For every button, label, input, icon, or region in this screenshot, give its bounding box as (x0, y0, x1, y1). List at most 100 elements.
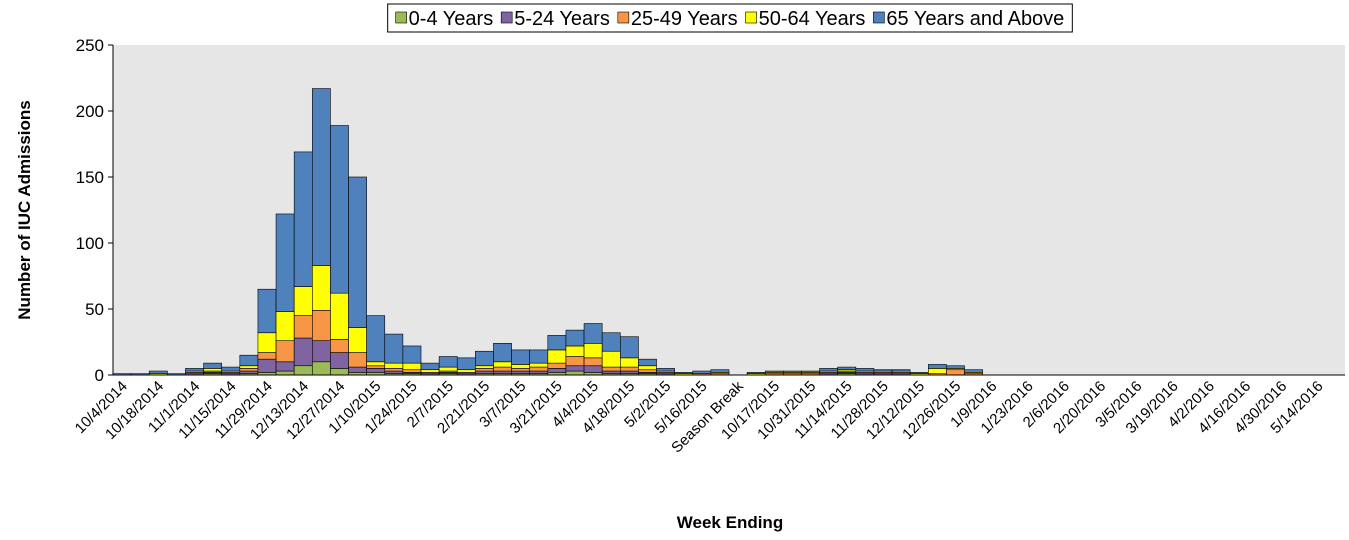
bar-segment (384, 333, 404, 364)
bar-segment (583, 343, 603, 359)
bar-segment (511, 364, 531, 369)
legend-label: 5-24 Years (514, 8, 610, 30)
legend-swatch (395, 11, 407, 24)
bar-segment (438, 366, 458, 372)
bar-segment (239, 354, 259, 367)
bar-segment (384, 370, 404, 374)
bar-segment (583, 357, 603, 367)
bar-segment (311, 265, 331, 311)
bar-segment (964, 369, 983, 373)
bar-segment (239, 368, 259, 372)
bar-segment (311, 88, 331, 266)
bar-segment (927, 368, 947, 374)
bar-segment (420, 369, 440, 373)
y-axis-title: Number of IUC Admissions (15, 100, 34, 319)
bar-segment (293, 151, 313, 287)
bar-segment (692, 370, 712, 374)
bar-segment (456, 357, 476, 371)
y-tick-label: 200 (76, 102, 104, 121)
bar-segment (456, 369, 476, 373)
bar-segment (384, 368, 404, 372)
bar-segment (565, 365, 585, 372)
bar-segment (293, 365, 313, 376)
bar-segment (710, 369, 730, 373)
bar-segment (275, 213, 295, 312)
bar-segment (565, 329, 585, 347)
legend-swatch (745, 11, 757, 24)
bar-segment (348, 176, 367, 328)
x-axis-title: Week Ending (677, 513, 783, 532)
bar-segment (547, 362, 567, 369)
bar-segment (257, 288, 277, 334)
bar-segment (493, 343, 512, 363)
bar-segment (873, 369, 893, 372)
bar-segment (203, 362, 223, 369)
bar-segment (946, 365, 965, 369)
bar-segment (837, 366, 857, 371)
bar-segment (330, 339, 349, 353)
bar-segment (475, 365, 494, 369)
bar-segment (257, 332, 277, 353)
bar-segment (583, 365, 603, 373)
bar-segment (402, 362, 422, 371)
bar-segment (638, 358, 657, 367)
bar-segment (311, 340, 331, 363)
bar-segment (511, 368, 531, 372)
bar-segment (330, 368, 349, 376)
bar-segment (148, 370, 168, 374)
bar-segment (855, 368, 875, 372)
bar-segment (601, 332, 621, 352)
bar-segment (529, 366, 549, 372)
bar-segment (402, 345, 422, 364)
bar-segment (674, 372, 694, 374)
bar-segment (746, 372, 766, 374)
bar-segment (547, 349, 567, 364)
bar-segment (221, 366, 241, 372)
bar-segment (764, 370, 784, 373)
legend-label: 65 Years and Above (886, 8, 1064, 30)
bar-segment (366, 365, 386, 369)
bar-segment (330, 125, 349, 294)
bar-segment (493, 361, 512, 368)
bar-segment (601, 370, 621, 374)
y-tick-label: 0 (95, 366, 104, 385)
bar-segment (619, 370, 639, 374)
bar-segment (909, 372, 929, 374)
y-tick-label: 50 (85, 300, 104, 319)
bar-segment (493, 366, 512, 372)
legend-label: 0-4 Years (409, 8, 494, 30)
bar-segment (239, 365, 259, 369)
legend-swatch (500, 11, 513, 24)
bar-segment (511, 370, 531, 374)
bar-segment (185, 368, 204, 372)
bar-segment (638, 369, 657, 373)
bar-segment (257, 352, 277, 360)
bar-segment (565, 370, 585, 376)
bar-segment (511, 349, 531, 365)
bar-segment (927, 364, 947, 369)
bar-segment (619, 366, 639, 372)
bar-segment (330, 352, 349, 369)
bar-segment (783, 370, 802, 373)
bar-segment (275, 340, 295, 363)
bar-segment (493, 370, 512, 374)
bar-segment (475, 370, 494, 374)
bar-segment (638, 365, 657, 371)
bar-segment (402, 369, 422, 373)
bar-segment (547, 368, 567, 373)
bar-segment (275, 311, 295, 341)
bar-segment (275, 370, 295, 376)
bar-segment (529, 362, 549, 368)
bar-segment (203, 368, 223, 372)
bar-segment (293, 286, 313, 316)
bar-segment (475, 368, 494, 372)
legend-label: 25-49 Years (631, 8, 738, 30)
legend-label: 50-64 Years (759, 8, 866, 30)
bar-segment (547, 335, 567, 351)
bar-segment (293, 315, 313, 339)
bar-segment (601, 366, 621, 372)
bar-segment (366, 361, 386, 367)
legend-swatch (873, 11, 885, 24)
bar-segment (619, 336, 639, 359)
